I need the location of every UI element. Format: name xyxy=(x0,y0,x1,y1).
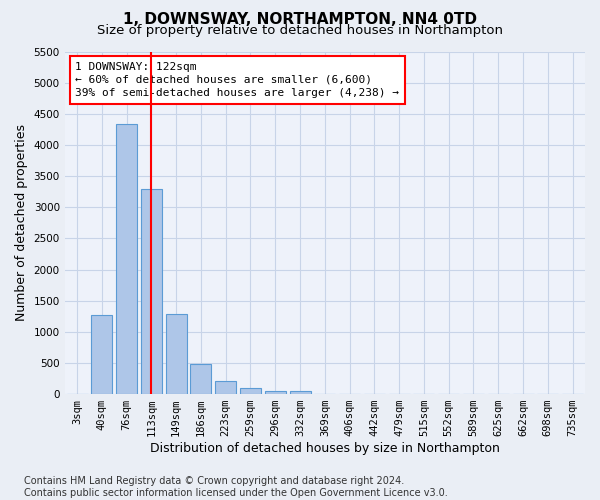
Text: Contains HM Land Registry data © Crown copyright and database right 2024.
Contai: Contains HM Land Registry data © Crown c… xyxy=(24,476,448,498)
Bar xyxy=(141,188,162,394)
Bar xyxy=(91,315,112,394)
Text: 1, DOWNSWAY, NORTHAMPTON, NN4 0TD: 1, DOWNSWAY, NORTHAMPTON, NN4 0TD xyxy=(123,12,477,28)
Text: Size of property relative to detached houses in Northampton: Size of property relative to detached ho… xyxy=(97,24,503,37)
Bar xyxy=(166,314,187,394)
X-axis label: Distribution of detached houses by size in Northampton: Distribution of detached houses by size … xyxy=(150,442,500,455)
Text: 1 DOWNSWAY: 122sqm
← 60% of detached houses are smaller (6,600)
39% of semi-deta: 1 DOWNSWAY: 122sqm ← 60% of detached hou… xyxy=(75,62,399,98)
Bar xyxy=(116,124,137,394)
Bar xyxy=(240,388,261,394)
Bar xyxy=(190,364,211,394)
Bar xyxy=(215,380,236,394)
Bar xyxy=(265,390,286,394)
Y-axis label: Number of detached properties: Number of detached properties xyxy=(15,124,28,322)
Bar xyxy=(290,390,311,394)
